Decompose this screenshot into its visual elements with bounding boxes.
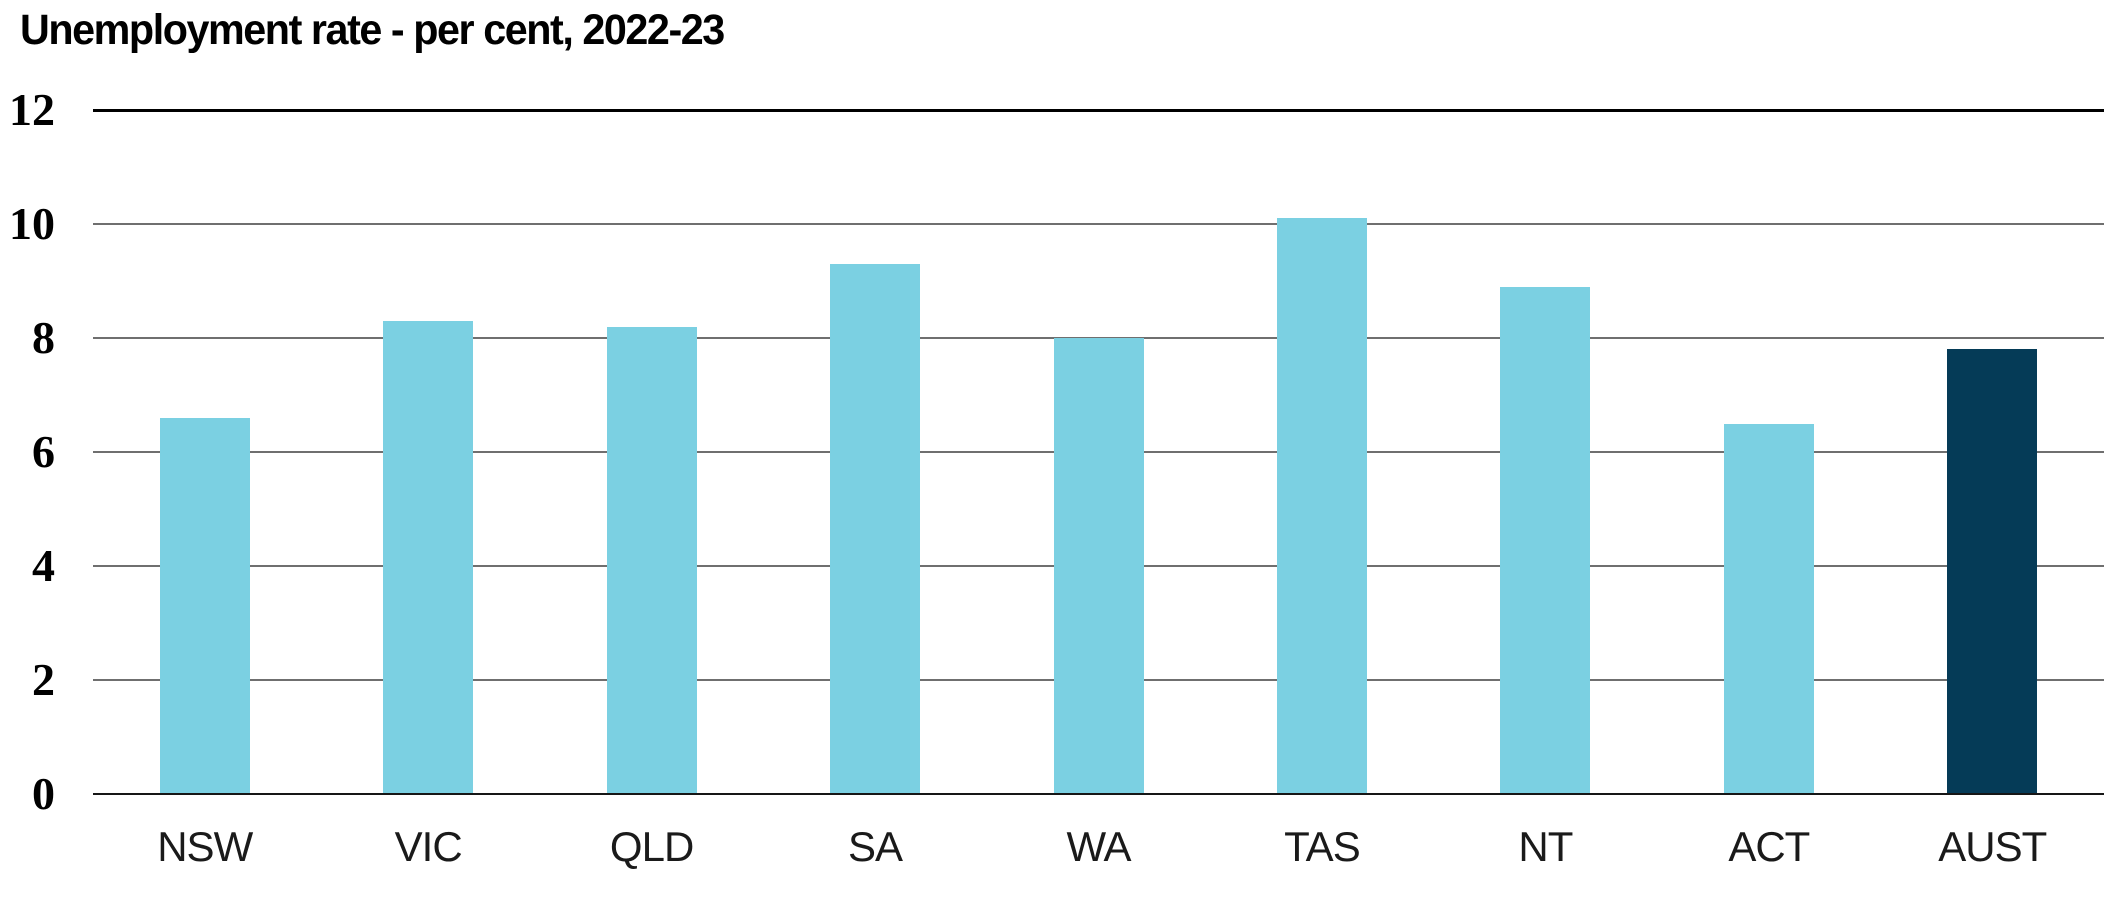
y-axis-tick-label: 8 xyxy=(32,312,55,363)
y-axis-tick-label: 12 xyxy=(9,84,55,135)
bar-qld xyxy=(606,326,697,794)
x-axis-label-tas: TAS xyxy=(1284,823,1361,870)
y-axis: 0 2 4 6 8 10 12 xyxy=(0,0,55,911)
gridline xyxy=(93,109,2104,112)
bar-vic xyxy=(383,320,474,794)
plot-area: NSW VIC QLD SA WA TAS NT ACT AUST xyxy=(93,109,2104,868)
x-axis-baseline xyxy=(93,793,2104,795)
y-axis-tick-label: 0 xyxy=(32,768,55,819)
x-axis-label-act: ACT xyxy=(1728,823,1810,870)
x-axis-label-nsw: NSW xyxy=(157,823,253,870)
bar-nsw xyxy=(159,417,250,794)
y-axis-tick-label: 4 xyxy=(32,540,55,591)
x-axis-label-nt: NT xyxy=(1518,823,1573,870)
x-axis-label-sa: SA xyxy=(848,823,903,870)
y-axis-tick-label: 2 xyxy=(32,654,55,705)
gridline xyxy=(93,223,2104,225)
y-axis-tick-label: 10 xyxy=(9,198,55,249)
chart-title: Unemployment rate - per cent, 2022-23 xyxy=(20,6,725,54)
bar-nt xyxy=(1500,286,1591,794)
bar-aust xyxy=(1947,349,2038,794)
bar-tas xyxy=(1276,218,1367,794)
x-axis-label-qld: QLD xyxy=(609,823,694,870)
x-axis-label-vic: VIC xyxy=(394,823,463,870)
y-axis-tick-label: 6 xyxy=(32,426,55,477)
x-axis-label-wa: WA xyxy=(1066,823,1131,870)
bar-act xyxy=(1723,423,1814,794)
bar-sa xyxy=(830,263,921,794)
x-axis-label-aust: AUST xyxy=(1938,823,2047,870)
bar-wa xyxy=(1053,338,1144,794)
